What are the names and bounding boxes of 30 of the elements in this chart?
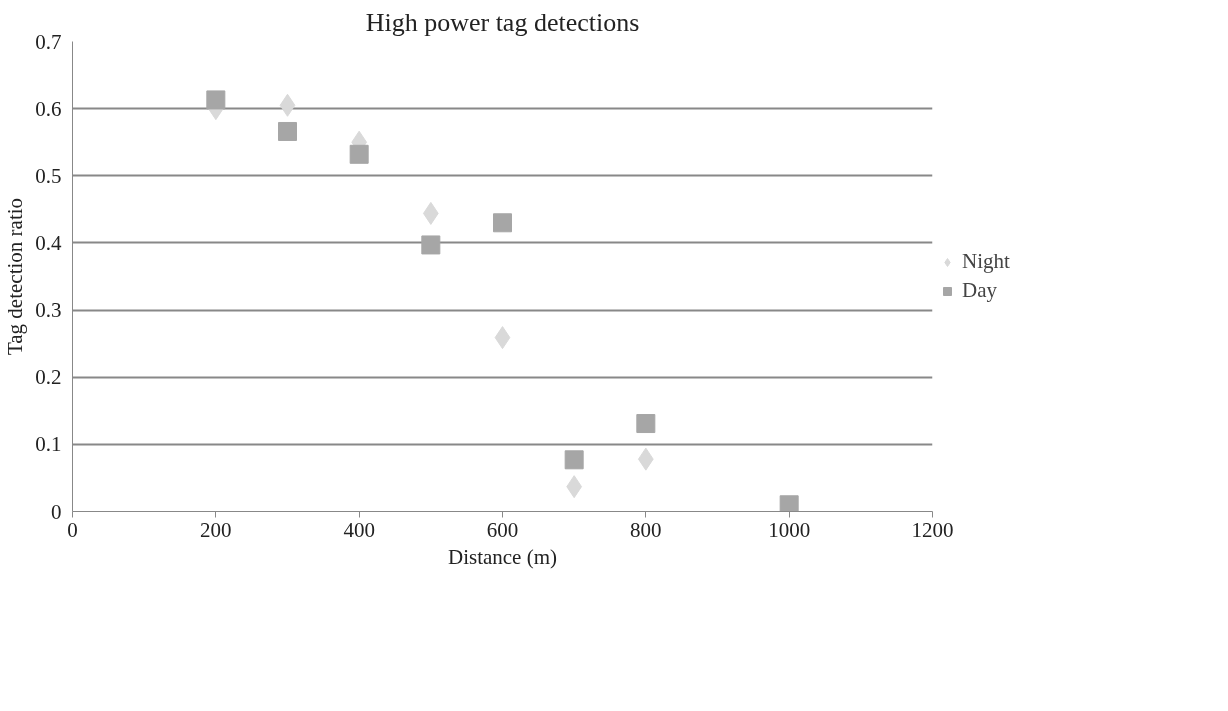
chart-title: High power tag detections	[365, 7, 640, 37]
y-tick-label: 0.2	[35, 365, 62, 390]
y-tick-label: 0.3	[35, 298, 62, 323]
y-tick-label: 0.6	[35, 96, 62, 121]
point	[278, 121, 297, 141]
y-tick-label: 0.5	[35, 163, 62, 188]
x-tick-label: 600	[486, 517, 519, 542]
x-tick-label: 1200	[911, 517, 954, 542]
y-tick-label: 0.1	[35, 432, 62, 457]
x-tick-label: 400	[343, 517, 375, 542]
legend-label: Night	[962, 249, 1010, 274]
x-axis-title: Distance (m)	[447, 544, 558, 569]
point	[779, 495, 799, 512]
point	[564, 450, 584, 470]
point	[494, 326, 511, 350]
y-tick-label: 0.4	[35, 230, 62, 255]
x-tick-label: 0	[67, 517, 78, 542]
point	[421, 235, 441, 255]
point	[493, 213, 512, 233]
x-tick-label: 800	[630, 517, 662, 542]
x-tick-label: 200	[200, 517, 232, 542]
point	[349, 144, 369, 164]
point	[279, 93, 296, 117]
x-tick-label: 1000	[768, 517, 811, 542]
point	[636, 414, 656, 434]
y-tick-label: 0	[51, 499, 62, 524]
y-tick-label: 0.7	[35, 29, 62, 54]
point	[206, 90, 226, 110]
legend-label: Day	[962, 278, 997, 303]
y-axis-title: Tag detection ratio	[3, 197, 28, 356]
